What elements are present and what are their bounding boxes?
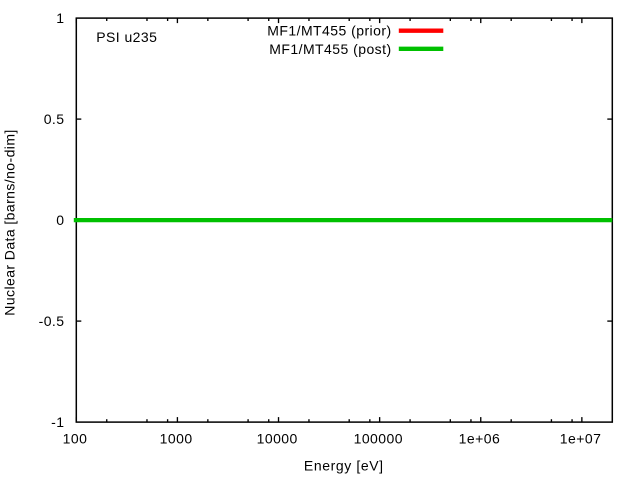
svg-text:MF1/MT455 (prior): MF1/MT455 (prior) bbox=[267, 23, 391, 39]
svg-text:-0.5: -0.5 bbox=[39, 313, 65, 329]
svg-text:MF1/MT455 (post): MF1/MT455 (post) bbox=[269, 41, 391, 57]
svg-text:1e+06: 1e+06 bbox=[459, 431, 501, 447]
svg-text:1000: 1000 bbox=[160, 431, 193, 447]
svg-text:Energy [eV]: Energy [eV] bbox=[304, 458, 384, 474]
svg-text:Nuclear Data [barns/no-dim]: Nuclear Data [barns/no-dim] bbox=[2, 129, 18, 315]
svg-text:1: 1 bbox=[56, 10, 64, 26]
svg-text:10000: 10000 bbox=[257, 431, 298, 447]
svg-text:100: 100 bbox=[63, 431, 88, 447]
svg-text:PSI u235: PSI u235 bbox=[96, 29, 157, 45]
svg-text:100000: 100000 bbox=[354, 431, 403, 447]
svg-text:1e+07: 1e+07 bbox=[560, 431, 602, 447]
svg-text:0: 0 bbox=[56, 212, 64, 228]
svg-text:0.5: 0.5 bbox=[44, 111, 65, 127]
svg-text:-1: -1 bbox=[51, 414, 64, 430]
